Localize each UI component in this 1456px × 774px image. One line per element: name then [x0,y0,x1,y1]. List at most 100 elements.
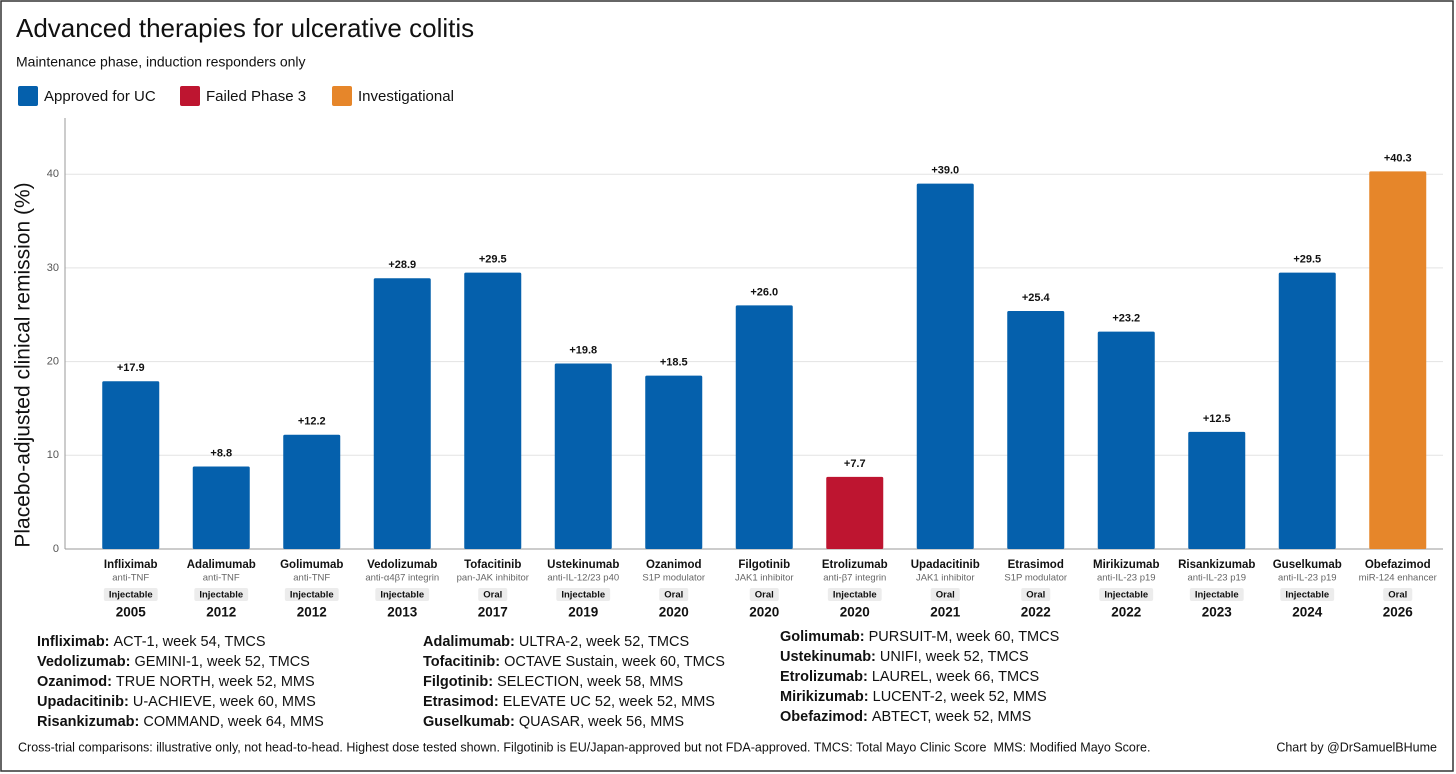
trial-detail: TRUE NORTH, week 52, MMS [116,674,315,690]
mechanism-label: JAK1 inhibitor [916,573,975,584]
trial-detail: ACT-1, week 54, TMCS [114,634,266,650]
mechanism-label: anti-IL-23 p19 [1097,573,1156,584]
route-pill [1021,588,1051,601]
bar [1007,311,1065,549]
mechanism-label: miR-124 enhancer [1359,573,1437,584]
x-tick-label: Infliximab [104,559,158,571]
route-pill [1099,588,1154,601]
route-label: Injectable [199,590,243,601]
year-label: 2017 [478,605,508,620]
mechanism-label: pan-JAK inhibitor [457,573,529,584]
trial-note: Tofacitinib: OCTAVE Sustain, week 60, TMC… [423,654,725,670]
trial-drug: Filgotinib: [423,674,493,690]
credit: Chart by @DrSamuelBHume [1276,740,1437,754]
trial-detail: GEMINI-1, week 52, TMCS [134,654,309,670]
x-tick-label: Mirikizumab [1093,559,1159,571]
bar [1278,272,1336,549]
year-label: 2012 [297,605,327,620]
x-tick-label: Guselkumab [1273,559,1342,571]
footnote: Cross-trial comparisons: illustrative on… [18,740,1150,754]
trial-drug: Risankizumab: [37,714,139,730]
y-tick-label: 30 [47,262,59,274]
year-label: 2023 [1202,605,1233,620]
x-tick-label: Upadacitinib [911,559,980,571]
bar [464,272,522,549]
trial-note: Etrolizumab: LAUREL, week 66, TMCS [780,669,1039,685]
route-pill [827,588,882,601]
trial-note: Adalimumab: ULTRA-2, week 52, TMCS [423,634,689,650]
route-label: Oral [755,590,774,601]
data-label: +23.2 [1112,313,1140,325]
trial-drug: Infliximab: [37,634,110,650]
trial-detail: OCTAVE Sustain, week 60, TMCS [504,654,725,670]
x-tick-label: Golimumab [280,559,343,571]
trial-drug: Upadacitinib: [37,694,129,710]
bar [283,434,341,549]
mechanism-label: anti-IL-23 p19 [1187,573,1246,584]
x-tick-label: Obefazimod [1365,559,1431,571]
y-tick-label: 20 [47,356,59,368]
trial-drug: Adalimumab: [423,634,515,650]
x-tick-label: Filgotinib [738,559,790,571]
route-label: Oral [1388,590,1407,601]
data-label: +12.5 [1203,413,1231,425]
mechanism-label: anti-β7 integrin [823,573,886,584]
trial-detail: COMMAND, week 64, MMS [143,714,323,730]
data-label: +28.9 [388,259,416,271]
trial-detail: UNIFI, week 52, TMCS [880,649,1029,665]
route-pill [1280,588,1335,601]
trial-note: Infliximab: ACT-1, week 54, TMCS [37,634,266,650]
data-label: +18.5 [660,357,688,369]
route-pill [1383,588,1413,601]
trial-drug: Ustekinumab: [780,649,876,665]
trial-note: Risankizumab: COMMAND, week 64, MMS [37,714,324,730]
route-label: Injectable [380,590,424,601]
data-label: +12.2 [298,416,326,428]
trial-drug: Etrasimod: [423,694,499,710]
data-label: +17.9 [117,362,145,374]
y-tick-label: 0 [53,543,59,555]
route-pill [1189,588,1244,601]
route-label: Injectable [561,590,605,601]
trial-detail: ELEVATE UC 52, week 52, MMS [503,694,715,710]
mechanism-label: anti-TNF [203,573,240,584]
route-label: Oral [483,590,502,601]
bar [102,381,160,549]
data-label: +25.4 [1022,292,1051,304]
trial-detail: U-ACHIEVE, week 60, MMS [133,694,316,710]
trial-note: Golimumab: PURSUIT-M, week 60, TMCS [780,629,1059,645]
year-label: 2024 [1292,605,1323,620]
route-pill [556,588,611,601]
year-label: 2021 [930,605,961,620]
route-label: Injectable [1104,590,1148,601]
trial-detail: ABTECT, week 52, MMS [872,709,1032,725]
mechanism-label: anti-TNF [293,573,330,584]
x-tick-label: Ustekinumab [547,559,619,571]
bar [554,363,612,549]
year-label: 2005 [116,605,147,620]
year-label: 2020 [749,605,779,620]
route-pill [284,588,339,601]
year-label: 2022 [1111,605,1141,620]
trial-detail: QUASAR, week 56, MMS [519,714,684,730]
legend-swatch [332,86,352,106]
y-tick-label: 10 [47,449,59,461]
bar [1097,331,1155,549]
legend-swatch [18,86,38,106]
x-tick-label: Tofacitinib [464,559,521,571]
trial-drug: Golimumab: [780,629,865,645]
trial-drug: Tofacitinib: [423,654,500,670]
year-label: 2019 [568,605,598,620]
mechanism-label: S1P modulator [642,573,705,584]
route-pill [659,588,689,601]
mechanism-label: JAK1 inhibitor [735,573,794,584]
trial-note: Upadacitinib: U-ACHIEVE, week 60, MMS [37,694,316,710]
bar [1188,431,1246,549]
route-label: Oral [664,590,683,601]
route-pill [930,588,960,601]
trial-drug: Obefazimod: [780,709,868,725]
chart-subtitle: Maintenance phase, induction responders … [16,54,306,70]
data-label: +29.5 [479,254,507,266]
x-tick-label: Etrolizumab [822,559,888,571]
